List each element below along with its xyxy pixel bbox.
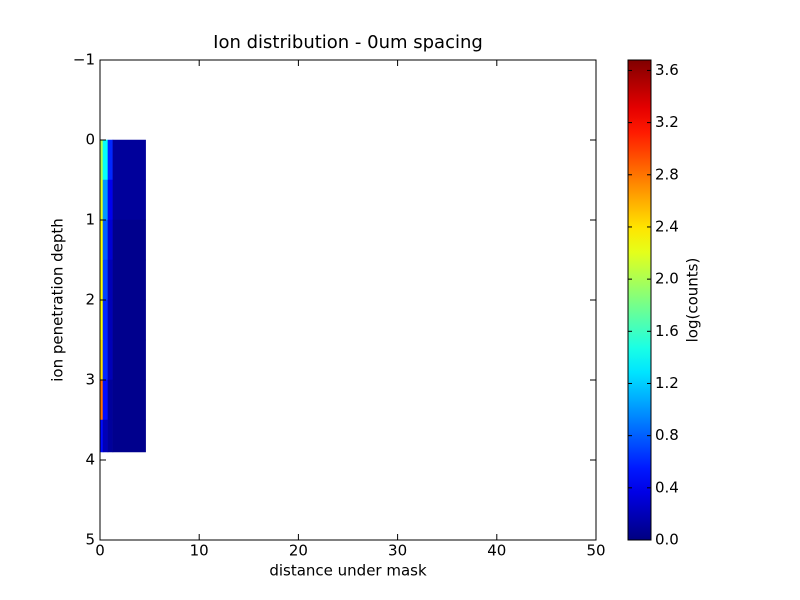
x-axis-label: distance under mask <box>269 562 427 580</box>
colorbar-tick-label: 3.6 <box>655 61 679 79</box>
colorbar-tick-label: 3.2 <box>655 113 679 131</box>
x-tick-label: 40 <box>487 542 506 560</box>
colorbar-label: log(counts) <box>684 258 702 343</box>
colorbar-tick-label: 1.6 <box>655 322 679 340</box>
x-tick-label: 10 <box>190 542 209 560</box>
x-tick-label: 20 <box>289 542 308 560</box>
heatmap-cell <box>112 419 146 453</box>
heatmap-cell <box>102 139 109 181</box>
colorbar-tick-label: 0.0 <box>655 531 679 549</box>
heatmap-cell <box>107 259 114 301</box>
heatmap-cell <box>112 339 146 381</box>
heatmap-cell <box>112 379 146 421</box>
heatmap-cell <box>112 259 146 301</box>
colorbar-tick-label: 1.2 <box>655 374 679 392</box>
colorbar <box>627 59 652 541</box>
heatmap-cell <box>112 139 146 181</box>
heatmap-cell <box>107 419 114 453</box>
heatmap-cell <box>112 179 146 221</box>
colorbar-tick-label: 2.0 <box>655 270 679 288</box>
y-tick-label: 4 <box>85 451 95 469</box>
colorbar-tick-label: 0.8 <box>655 426 679 444</box>
y-tick-label: 0 <box>85 131 95 149</box>
heatmap-cell <box>112 219 146 261</box>
y-axis-label: ion penetration depth <box>49 218 67 382</box>
heatmap-cell <box>102 259 109 301</box>
plot-area <box>99 139 146 453</box>
plot-frame <box>99 59 597 541</box>
y-tick-label: 5 <box>85 531 95 549</box>
heatmap-cell <box>112 299 146 341</box>
y-tick-label: 2 <box>85 291 95 309</box>
x-tick-label: 50 <box>586 542 605 560</box>
heatmap-cell <box>107 299 114 341</box>
heatmap-cell <box>102 219 109 261</box>
chart-title: Ion distribution - 0um spacing <box>213 32 483 53</box>
heatmap-cell <box>107 339 114 381</box>
y-tick-label: 3 <box>85 371 95 389</box>
x-tick-label: 30 <box>388 542 407 560</box>
x-tick-label: 0 <box>95 542 105 560</box>
y-tick-label: 1 <box>85 211 95 229</box>
colorbar-tick-label: 2.8 <box>655 165 679 183</box>
heatmap-cell <box>107 219 114 261</box>
heatmap-cell <box>102 179 109 221</box>
y-tick-label: −1 <box>73 51 95 69</box>
colorbar-tick-label: 2.4 <box>655 217 679 235</box>
heatmap-cell <box>107 379 114 421</box>
heatmap-cell <box>107 179 114 221</box>
heatmap-cell <box>102 299 109 341</box>
heatmap-cell <box>102 339 109 381</box>
heatmap-cell <box>102 379 109 421</box>
colorbar-tick-label: 0.4 <box>655 478 679 496</box>
heatmap-cell <box>102 419 109 453</box>
heatmap-cell <box>107 139 114 181</box>
